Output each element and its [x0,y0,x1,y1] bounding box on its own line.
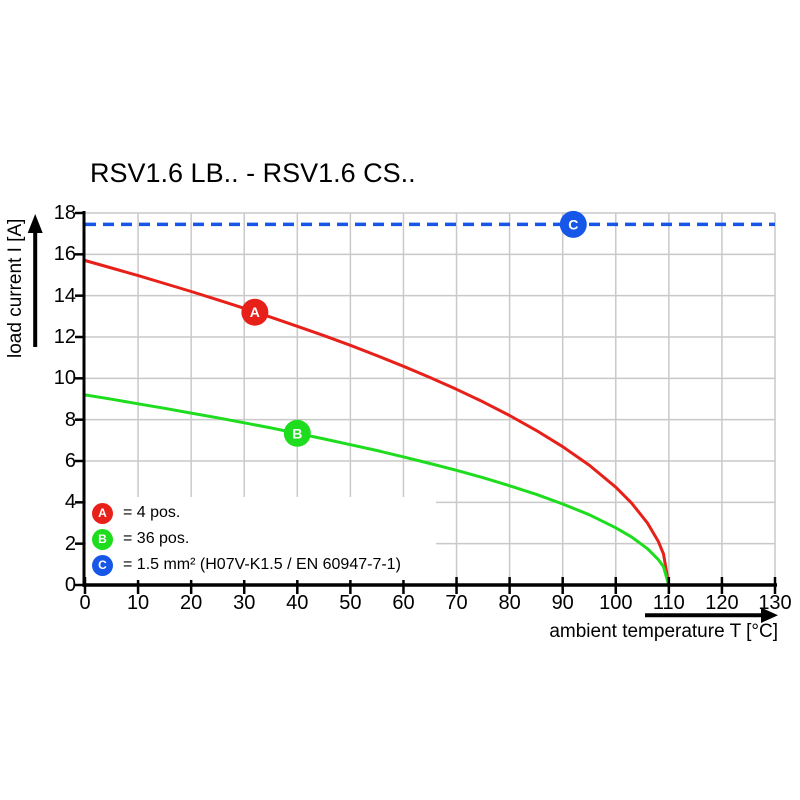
y-tick-label: 0 [64,574,76,596]
y-tick-label: 2 [64,532,76,555]
x-tick-label: 120 [705,592,739,614]
y-tick-label: 14 [53,284,76,307]
y-tick-label: 16 [53,243,76,266]
x-tick-label: 90 [551,592,574,614]
chart-title: RSV1.6 LB.. - RSV1.6 CS.. [90,158,416,188]
x-tick-label: 0 [79,592,91,614]
x-tick-label: 60 [392,592,415,614]
y-axis-label: load current I [A] [5,218,26,358]
x-tick-label: 100 [599,592,633,614]
y-tick-label: 10 [53,367,76,390]
legend-marker-b-icon: B [92,528,113,550]
svg-text:A: A [250,304,260,320]
svg-text:B: B [292,425,302,441]
x-tick-label: 10 [126,592,150,614]
x-tick-label: 20 [180,592,203,614]
y-tick-label: 6 [64,450,76,472]
series-a-curve [84,259,671,586]
marker-a: A [241,298,269,326]
x-axis-label: ambient temperature T [°C] [549,621,778,642]
x-tick-label: 80 [498,592,521,614]
x-tick-label: 70 [445,592,468,614]
legend-label-b: = 36 pos. [123,530,190,547]
x-tick-label: 130 [758,592,792,614]
series-b-curve [84,393,671,586]
legend-marker-a-icon: A [92,502,113,524]
legend-label-c: = 1.5 mm² (H07V-K1.5 / EN 60947-7-1) [123,556,401,573]
legend-item-b: B = 36 pos. [88,526,436,552]
y-axis-arrow-icon [27,214,43,347]
x-tick-label: 110 [652,592,685,614]
legend-marker-c-icon: C [92,554,113,576]
y-tick-label: 8 [64,408,76,431]
legend-item-a: A = 4 pos. [88,500,436,526]
legend: A = 4 pos. B = 36 pos. C = 1.5 mm² (H07V… [88,498,436,580]
svg-text:C: C [568,216,578,232]
x-axis-arrow-icon [645,607,778,623]
x-tick-label: 30 [233,592,256,614]
marker-c: C [559,210,587,238]
x-tick-label: 50 [339,592,362,614]
y-tick-label: 18 [53,202,76,224]
x-tick-label: 40 [286,592,309,614]
y-tick-label: 4 [64,491,76,514]
legend-item-c: C = 1.5 mm² (H07V-K1.5 / EN 60947-7-1) [88,552,436,578]
marker-b: B [283,419,311,447]
y-tick-label: 12 [53,326,76,348]
legend-label-a: = 4 pos. [123,504,181,521]
